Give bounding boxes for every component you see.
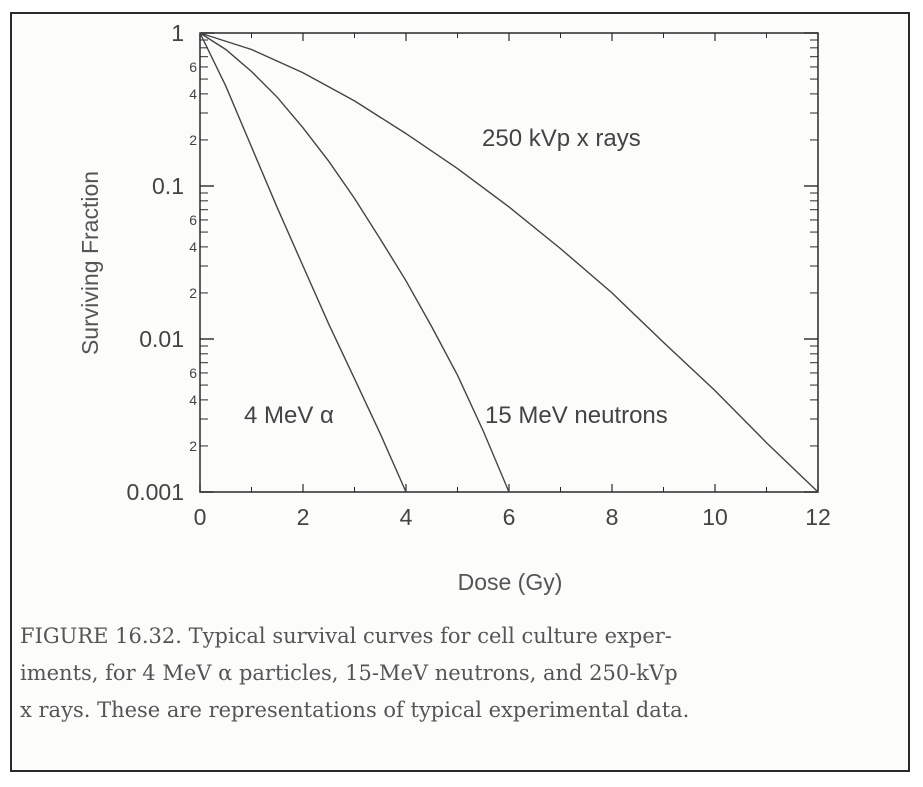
y-axis-title: Surviving Fraction (77, 171, 103, 355)
y-tick-label: 0.01 (139, 326, 184, 352)
caption-line: x rays. These are representations of typ… (20, 698, 690, 722)
y-minor-tick-label: 2 (189, 132, 197, 148)
curve-label-xrays: 250 kVp x rays (482, 125, 641, 152)
y-minor-tick-label: 2 (189, 438, 197, 454)
x-tick-label: 12 (805, 504, 831, 530)
caption-line: iments, for 4 MeV α particles, 15-MeV ne… (20, 661, 678, 685)
figure-caption: FIGURE 16.32. Typical survival curves fo… (20, 618, 900, 729)
y-minor-tick-label: 2 (189, 285, 197, 301)
y-minor-tick-label: 4 (189, 392, 197, 408)
y-minor-tick-label: 6 (189, 59, 197, 75)
x-tick-label: 4 (400, 504, 413, 530)
x-axis-title: Dose (Gy) (458, 569, 563, 595)
curve-label-neutrons: 15 MeV neutrons (485, 402, 668, 429)
axes-layer: 0 2 4 6 8 10 12 1 0.1 0.01 0.001 2 4 6 2 4 6 2 4 6 (126, 20, 830, 530)
y-tick-label: 0.1 (152, 173, 184, 199)
curves-layer (199, 32, 819, 493)
series-line-2 (199, 32, 819, 493)
x-tick-label: 6 (503, 504, 516, 530)
labels-layer: Surviving Fraction Dose (Gy) 4 MeV α 15 … (77, 125, 668, 595)
figure-frame (10, 12, 910, 772)
caption-line: FIGURE 16.32. Typical survival curves fo… (20, 624, 672, 648)
x-tick-label: 10 (702, 504, 728, 530)
x-tick-label: 8 (606, 504, 619, 530)
y-minor-tick-label: 4 (189, 239, 197, 255)
curve-label-alpha: 4 MeV α (244, 402, 334, 429)
series-line-1 (199, 32, 510, 493)
y-minor-tick-label: 4 (189, 86, 197, 102)
x-tick-label: 2 (297, 504, 310, 530)
y-minor-tick-label: 6 (189, 365, 197, 381)
y-tick-label: 0.001 (126, 479, 184, 505)
y-tick-label: 1 (171, 20, 184, 46)
y-minor-tick-label: 6 (189, 212, 197, 228)
x-tick-label: 0 (194, 504, 207, 530)
series-line-0 (199, 32, 407, 493)
